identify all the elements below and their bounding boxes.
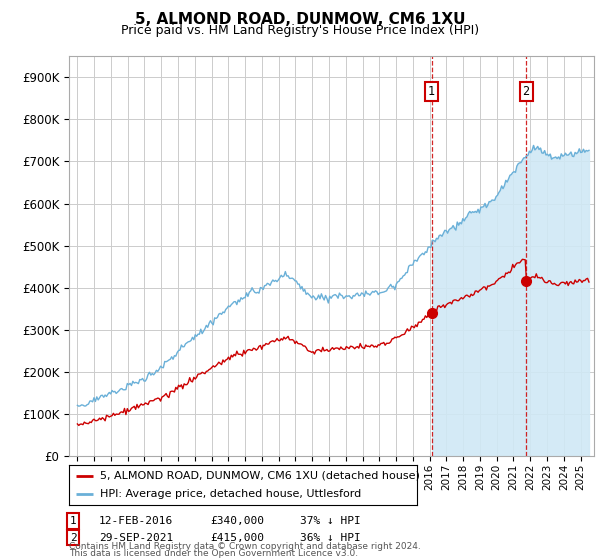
- Text: 12-FEB-2016: 12-FEB-2016: [99, 516, 173, 526]
- Text: 2: 2: [70, 533, 77, 543]
- Text: Price paid vs. HM Land Registry's House Price Index (HPI): Price paid vs. HM Land Registry's House …: [121, 24, 479, 37]
- Text: 1: 1: [428, 85, 435, 99]
- Text: 5, ALMOND ROAD, DUNMOW, CM6 1XU (detached house): 5, ALMOND ROAD, DUNMOW, CM6 1XU (detache…: [100, 471, 420, 480]
- Text: 1: 1: [70, 516, 77, 526]
- Text: £340,000: £340,000: [210, 516, 264, 526]
- Text: This data is licensed under the Open Government Licence v3.0.: This data is licensed under the Open Gov…: [69, 549, 358, 558]
- Text: Contains HM Land Registry data © Crown copyright and database right 2024.: Contains HM Land Registry data © Crown c…: [69, 542, 421, 551]
- Text: 5, ALMOND ROAD, DUNMOW, CM6 1XU: 5, ALMOND ROAD, DUNMOW, CM6 1XU: [135, 12, 465, 27]
- Text: 37% ↓ HPI: 37% ↓ HPI: [300, 516, 361, 526]
- Text: 36% ↓ HPI: 36% ↓ HPI: [300, 533, 361, 543]
- Text: £415,000: £415,000: [210, 533, 264, 543]
- Text: 2: 2: [523, 85, 530, 99]
- Text: HPI: Average price, detached house, Uttlesford: HPI: Average price, detached house, Uttl…: [100, 489, 362, 499]
- Text: 29-SEP-2021: 29-SEP-2021: [99, 533, 173, 543]
